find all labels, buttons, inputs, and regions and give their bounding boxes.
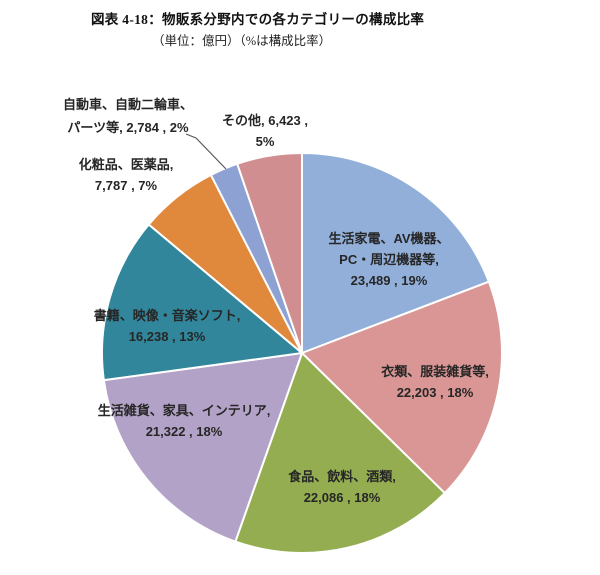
slice-label-household-goods: 生活雑貨、家具、インテリア, 21,322 , 18% bbox=[98, 400, 271, 442]
label-line: その他, 6,423 , bbox=[222, 113, 308, 128]
slice-label-other: その他, 6,423 , 5% bbox=[222, 110, 308, 152]
slice-label-home-electronics: 生活家電、AV機器、 PC・周辺機器等, 23,489 , 19% bbox=[328, 228, 449, 291]
label-line: 生活雑貨、家具、インテリア, bbox=[97, 403, 271, 418]
pie-slice-2 bbox=[301, 280, 503, 495]
pie-slice-1 bbox=[301, 152, 490, 354]
pie-slice-3 bbox=[234, 352, 446, 555]
figure-title: 図表 4-18：物販系分野内での各カテゴリーの構成比率 bbox=[91, 12, 425, 27]
label-line: PC・周辺機器等, bbox=[339, 252, 439, 267]
label-line: パーツ等, 2,784 , 2% bbox=[67, 120, 189, 135]
label-line: 7,787 , 7% bbox=[94, 178, 158, 193]
label-line: 自動車、自動二輪車、 bbox=[62, 97, 194, 112]
pie-slice-8 bbox=[236, 152, 303, 354]
figure-subtitle: （単位：億円）（%は構成比率） bbox=[152, 34, 332, 48]
slice-label-books-media: 書籍、映像・音楽ソフト, 16,238 , 13% bbox=[94, 305, 241, 347]
slice-label-automobile: 自動車、自動二輪車、 パーツ等, 2,784 , 2% bbox=[63, 93, 193, 139]
label-line: 16,238 , 13% bbox=[128, 329, 206, 344]
label-line: 22,203 , 18% bbox=[396, 385, 474, 400]
pie-slice-4 bbox=[102, 352, 303, 543]
slice-label-cosmetics: 化粧品、医薬品, 7,787 , 7% bbox=[79, 154, 174, 196]
slice-label-food: 食品、飲料、酒類, 22,086 , 18% bbox=[288, 466, 396, 508]
pie-slice-5 bbox=[101, 223, 303, 382]
label-line: 化粧品、医薬品, bbox=[78, 157, 174, 172]
label-line: 21,322 , 18% bbox=[145, 424, 223, 439]
label-line: 22,086 , 18% bbox=[303, 490, 381, 505]
leader-line-automobile-icon bbox=[185, 133, 227, 170]
label-line: 23,489 , 19% bbox=[350, 273, 428, 288]
label-line: 5% bbox=[255, 134, 275, 149]
pie-slices bbox=[101, 152, 503, 555]
label-line: 生活家電、AV機器、 bbox=[328, 231, 450, 246]
label-line: 書籍、映像・音楽ソフト, bbox=[93, 308, 241, 323]
slice-label-clothing: 衣類、服装雑貨等, 22,203 , 18% bbox=[381, 361, 489, 403]
label-line: 衣類、服装雑貨等, bbox=[381, 364, 489, 379]
label-line: 食品、飲料、酒類, bbox=[288, 469, 396, 484]
